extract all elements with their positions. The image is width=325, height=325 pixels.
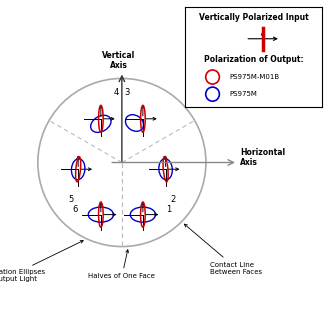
Text: Vertical
Axis: Vertical Axis [102,51,135,70]
Text: 5: 5 [68,195,73,204]
Text: 2: 2 [171,195,176,204]
Text: Halves of One Face: Halves of One Face [88,250,155,280]
Text: Contact Line
Between Faces: Contact Line Between Faces [184,224,262,275]
Text: Horizontal
Axis: Horizontal Axis [240,148,286,167]
Text: Polarization of Output:: Polarization of Output: [204,55,303,64]
Text: 4: 4 [114,88,119,97]
Text: 1: 1 [166,205,172,214]
Text: PS975M-M01B: PS975M-M01B [229,74,279,80]
Text: PS975M: PS975M [229,91,257,97]
Text: 6: 6 [72,205,77,214]
Text: Vertically Polarized Input: Vertically Polarized Input [199,13,308,21]
Text: Polarization Ellipses
of Output Light: Polarization Ellipses of Output Light [0,240,83,282]
Text: 3: 3 [125,88,130,97]
